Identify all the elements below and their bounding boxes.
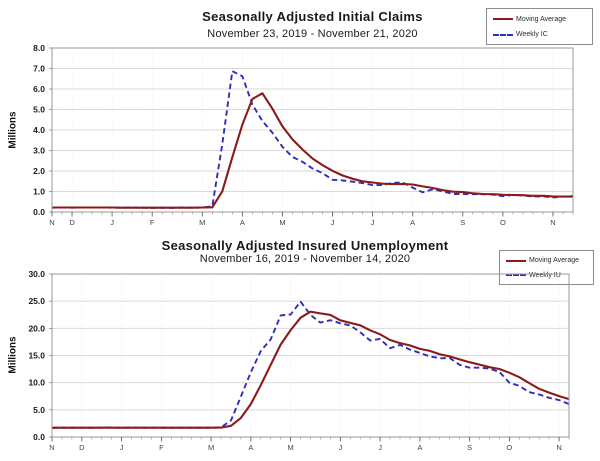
- svg-text:F: F: [159, 443, 164, 452]
- svg-text:N: N: [550, 218, 555, 227]
- moving-average-line-sample: [506, 259, 526, 262]
- legend-label-weekly-iu: Weekly IU: [529, 271, 561, 279]
- y-axis-labels: 0.0 1.0 2.0 3.0 4.0 5.0 6.0 7.0 8.0: [33, 43, 52, 217]
- svg-text:6.0: 6.0: [33, 84, 45, 94]
- svg-text:O: O: [506, 443, 512, 452]
- svg-text:20.0: 20.0: [28, 323, 45, 333]
- moving-average-line-sample: [493, 18, 513, 21]
- svg-text:A: A: [417, 443, 422, 452]
- initial-claims-legend: Moving Average Weekly IC: [486, 8, 593, 45]
- gridlines: [51, 273, 569, 438]
- insured-unemployment-legend: Moving Average Weekly IU: [499, 250, 594, 285]
- svg-text:0.0: 0.0: [33, 432, 45, 442]
- svg-text:J: J: [378, 443, 382, 452]
- svg-text:5.0: 5.0: [33, 405, 45, 415]
- svg-text:F: F: [150, 218, 155, 227]
- legend-row-weekly-iu: Weekly IU: [506, 272, 588, 279]
- initial-claims-subtitle: November 23, 2019 - November 21, 2020: [207, 28, 418, 40]
- svg-text:J: J: [331, 218, 335, 227]
- svg-text:10.0: 10.0: [28, 378, 45, 388]
- svg-text:S: S: [460, 218, 465, 227]
- svg-text:O: O: [500, 218, 506, 227]
- svg-text:N: N: [49, 218, 54, 227]
- y-axis-labels: 0.0 5.0 10.0 15.0 20.0 25.0 30.0: [28, 269, 52, 442]
- svg-text:25.0: 25.0: [28, 296, 45, 306]
- legend-row-moving-average: Moving Average: [506, 257, 588, 264]
- insured-unemployment-title: Seasonally Adjusted Insured Unemployment: [161, 238, 449, 253]
- svg-text:M: M: [287, 443, 293, 452]
- legend-row-moving-average: Moving Average: [493, 16, 587, 23]
- insured-unemployment-plot: 0.0 5.0 10.0 15.0 20.0 25.0 30.0 N D J F M A M J J A S O N: [28, 269, 570, 452]
- svg-text:M: M: [208, 443, 214, 452]
- svg-text:30.0: 30.0: [28, 269, 45, 279]
- svg-text:M: M: [199, 218, 205, 227]
- svg-text:A: A: [248, 443, 253, 452]
- initial-claims-plot: 0.0 1.0 2.0 3.0 4.0 5.0 6.0 7.0 8.0 N D J F M A M J J A S O N: [33, 43, 574, 227]
- moving-average-line: [52, 310, 570, 429]
- svg-text:A: A: [240, 218, 245, 227]
- svg-text:N: N: [49, 443, 54, 452]
- svg-text:8.0: 8.0: [33, 43, 45, 53]
- svg-text:S: S: [467, 443, 472, 452]
- svg-text:J: J: [371, 218, 375, 227]
- weekly-ic-line: [51, 70, 574, 209]
- svg-text:3.0: 3.0: [33, 146, 45, 156]
- svg-text:M: M: [279, 218, 285, 227]
- svg-text:D: D: [79, 443, 85, 452]
- svg-text:15.0: 15.0: [28, 351, 45, 361]
- svg-text:0.0: 0.0: [33, 207, 45, 217]
- svg-text:J: J: [120, 443, 124, 452]
- svg-text:5.0: 5.0: [33, 105, 45, 115]
- legend-label-moving-average: Moving Average: [529, 257, 580, 265]
- weekly-iu-line: [51, 300, 570, 429]
- svg-text:1.0: 1.0: [33, 187, 45, 197]
- legend-label-weekly-ic: Weekly IC: [516, 31, 548, 39]
- legend-row-weekly-ic: Weekly IC: [493, 31, 587, 38]
- series: [51, 300, 570, 429]
- moving-average-line: [52, 92, 573, 209]
- svg-text:A: A: [410, 218, 415, 227]
- svg-text:7.0: 7.0: [33, 64, 45, 74]
- legend-label-moving-average: Moving Average: [516, 15, 567, 23]
- svg-text:4.0: 4.0: [33, 125, 45, 135]
- svg-text:J: J: [338, 443, 342, 452]
- svg-text:N: N: [556, 443, 561, 452]
- gridlines: [51, 47, 573, 213]
- svg-text:J: J: [110, 218, 114, 227]
- initial-claims-title: Seasonally Adjusted Initial Claims: [202, 9, 423, 24]
- series: [51, 70, 574, 209]
- weekly-ic-line-sample: [493, 33, 513, 36]
- insured-unemployment-subtitle: November 16, 2019 - November 14, 2020: [199, 253, 411, 265]
- svg-text:2.0: 2.0: [33, 166, 45, 176]
- svg-text:D: D: [69, 218, 75, 227]
- weekly-iu-line-sample: [506, 274, 526, 277]
